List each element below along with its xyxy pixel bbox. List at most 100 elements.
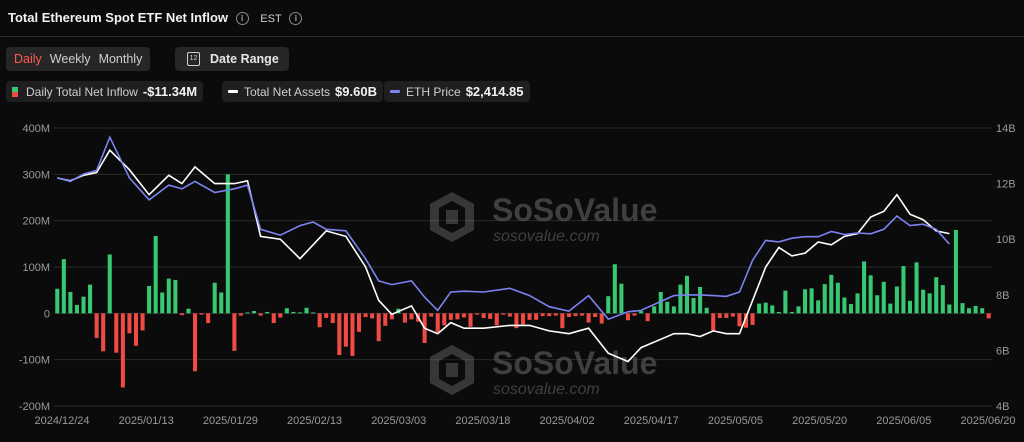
inflow-bar — [816, 300, 821, 314]
y-left-tick-label: -200M — [19, 401, 50, 413]
legend-inflow[interactable]: Daily Total Net Inflow -$11.34M — [6, 81, 204, 102]
inflow-bar — [55, 288, 60, 314]
inflow-bar — [973, 305, 978, 314]
inflow-bar — [127, 313, 132, 334]
axes: -200M -100M 0 100M 200M 300M 400M 4B 6B 8B 10B 12B 1… — [19, 123, 1016, 427]
watermark-brand: SoSoValue — [492, 192, 657, 228]
inflow-bar — [389, 313, 394, 320]
inflow-bar — [901, 266, 906, 314]
inflow-bar — [678, 284, 683, 314]
inflow-bar — [166, 278, 171, 314]
inflow-bar — [645, 313, 650, 322]
inflow-bar — [711, 313, 716, 331]
inflow-bar — [652, 306, 657, 314]
inflow-bar — [737, 313, 742, 327]
inflow-bar — [435, 313, 440, 333]
inflow-bar — [271, 313, 276, 324]
assets-swatch-icon — [228, 90, 238, 93]
x-tick-label: 2025/01/29 — [203, 415, 258, 427]
y-left-tick-label: 100M — [22, 262, 50, 274]
inflow-bar — [967, 308, 972, 314]
inflow-bar — [894, 286, 899, 314]
legend-eth[interactable]: ETH Price $2,414.85 — [384, 81, 530, 102]
tab-monthly[interactable]: Monthly — [98, 52, 143, 66]
total-net-assets-line — [57, 148, 950, 363]
x-tick-label: 2025/03/18 — [455, 415, 510, 427]
tab-daily[interactable]: Daily — [14, 52, 42, 66]
inflow-bar — [343, 313, 348, 347]
legend-inflow-value: -$11.34M — [142, 84, 198, 99]
inflow-bar — [265, 311, 270, 314]
inflow-bar — [671, 306, 676, 314]
inflow-bar — [212, 282, 217, 314]
x-tick-label: 2025/06/20 — [960, 415, 1015, 427]
inflow-bar — [947, 304, 952, 314]
inflow-bar — [455, 313, 460, 320]
inflow-bar — [494, 313, 499, 326]
inflow-bar — [606, 296, 611, 314]
inflow-bar — [409, 313, 414, 320]
x-tick-label: 2025/04/02 — [540, 415, 595, 427]
inflow-bar — [330, 313, 335, 324]
legend-assets-label: Total Net Assets — [244, 84, 331, 99]
x-tick-label: 2025/01/13 — [119, 415, 174, 427]
watermark-url-2: sosovalue.com — [493, 381, 600, 398]
inflow-bar — [507, 313, 512, 317]
inflow-bar — [881, 281, 886, 314]
legend-assets[interactable]: Total Net Assets $9.60B — [222, 81, 383, 102]
inflow-bar — [921, 289, 926, 314]
watermark-logo-icon — [430, 192, 474, 242]
inflow-bar — [192, 313, 198, 372]
y-right-tick-label: 4B — [996, 401, 1009, 413]
inflow-bar — [789, 311, 794, 314]
inflow-bar — [258, 313, 263, 316]
inflow-bar — [442, 313, 447, 326]
inflow-bar — [88, 284, 93, 314]
inflow-bar — [120, 313, 125, 388]
inflow-bar — [160, 292, 165, 314]
inflow-bar — [625, 313, 630, 321]
inflow-bar — [186, 308, 191, 314]
inflow-bar — [809, 288, 814, 314]
info-icon[interactable]: i — [235, 12, 249, 25]
inflow-bar — [868, 275, 873, 314]
inflow-bar — [363, 313, 368, 318]
inflow-bar — [429, 313, 434, 317]
inflow-bar — [612, 264, 617, 314]
inflow-bar — [547, 313, 552, 317]
timezone-info-icon[interactable]: i — [289, 12, 303, 25]
inflow-bar — [317, 313, 322, 328]
inflow-bar — [225, 174, 230, 314]
y-left-tick-label: 400M — [22, 123, 50, 135]
inflow-bar — [245, 312, 250, 314]
eth-price-line — [57, 135, 950, 321]
inflow-bar — [862, 261, 867, 314]
y-right-tick-label: 12B — [996, 179, 1016, 191]
date-range-button[interactable]: 12 Date Range — [175, 47, 289, 71]
inflow-bar — [698, 286, 703, 314]
chart-title-row: Total Ethereum Spot ETF Net Inflow i EST… — [8, 10, 303, 25]
tab-weekly[interactable]: Weekly — [49, 52, 91, 66]
inflow-bar — [730, 313, 735, 317]
inflow-bar — [199, 313, 204, 315]
inflow-bar — [724, 313, 729, 318]
inflow-bar — [147, 285, 152, 314]
inflow-bar — [914, 262, 919, 314]
inflow-bar — [717, 313, 722, 318]
chart-title: Total Ethereum Spot ETF Net Inflow — [8, 10, 229, 25]
inflow-bar — [94, 313, 99, 338]
y-right-tick-label: 6B — [996, 345, 1009, 357]
inflow-bar — [534, 313, 539, 320]
eth-swatch-icon — [390, 90, 400, 93]
legend-eth-value: $2,414.85 — [465, 84, 524, 99]
y-left-tick-label: 200M — [22, 216, 50, 228]
date-range-label: Date Range — [210, 52, 279, 66]
inflow-bar — [278, 313, 283, 318]
inflow-bar — [829, 274, 834, 314]
inflow-bar — [61, 259, 66, 314]
inflow-bar — [206, 313, 211, 324]
grid — [54, 127, 992, 407]
inflow-bar — [619, 283, 624, 314]
